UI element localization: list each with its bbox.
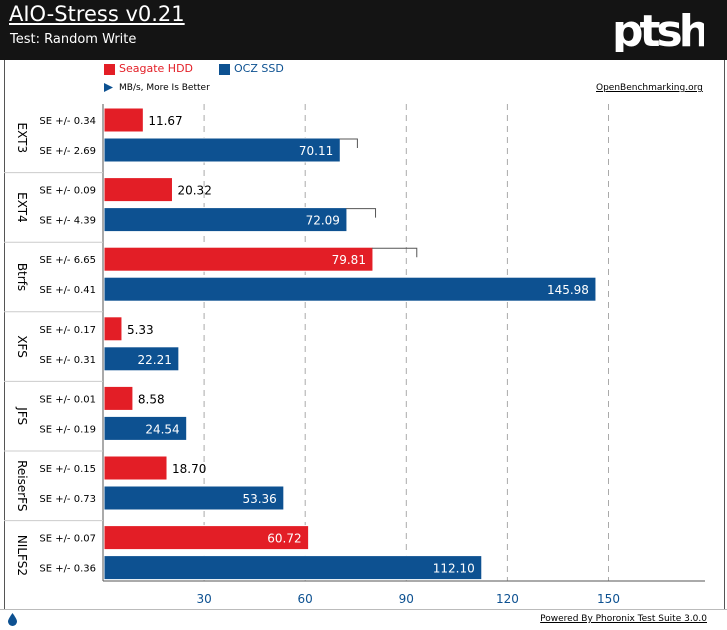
category-label: JFS <box>15 406 29 425</box>
bar <box>103 207 348 233</box>
legend-swatch-ocz <box>219 64 230 75</box>
value-label: 53.36 <box>242 492 276 506</box>
value-label: 11.67 <box>148 114 182 128</box>
value-label: 22.21 <box>137 353 171 367</box>
category-label: EXT4 <box>15 192 29 223</box>
se-label: SE +/- 0.17 <box>39 325 96 336</box>
se-label: SE +/- 0.73 <box>39 494 96 505</box>
value-label: 60.72 <box>267 532 301 546</box>
se-label: SE +/- 4.39 <box>39 216 96 227</box>
x-tick-label: 90 <box>399 592 414 606</box>
value-label: 5.33 <box>127 323 154 337</box>
bar <box>103 246 374 272</box>
value-label: 112.10 <box>433 562 475 576</box>
se-label: SE +/- 0.01 <box>39 394 96 405</box>
chart-subtitle: Test: Random Write <box>10 32 137 47</box>
pts-logo-text: ptsh <box>612 8 704 52</box>
error-bar <box>371 247 418 258</box>
value-label: 24.54 <box>145 422 179 436</box>
bar <box>103 455 168 481</box>
bar <box>103 316 123 342</box>
legend-label-ocz: OCZ SSD <box>234 62 284 75</box>
value-label: 18.70 <box>172 462 206 476</box>
value-label: 79.81 <box>332 253 366 267</box>
se-label: SE +/- 0.31 <box>39 355 96 366</box>
bar <box>103 525 310 551</box>
value-label: 20.32 <box>177 184 211 198</box>
error-bar <box>345 208 377 218</box>
bar <box>103 485 285 511</box>
se-label: SE +/- 0.36 <box>39 564 96 575</box>
bar <box>103 107 144 133</box>
value-label: 70.11 <box>299 144 333 158</box>
chart-title[interactable]: AIO-Stress v0.21 <box>9 2 185 26</box>
error-bar <box>339 138 358 148</box>
bar <box>103 276 597 302</box>
se-label: SE +/- 0.09 <box>39 186 96 197</box>
value-label: 145.98 <box>547 283 589 297</box>
chart-header: AIO-Stress v0.21 Test: Random Write ptsh <box>0 0 727 60</box>
category-label: XFS <box>15 335 29 358</box>
value-label: 72.09 <box>306 214 340 228</box>
unit-note: MB/s, More Is Better <box>119 83 210 93</box>
x-tick-label: 30 <box>196 592 211 606</box>
se-label: SE +/- 6.65 <box>39 255 96 266</box>
se-label: SE +/- 0.07 <box>39 534 96 545</box>
category-label: Btrfs <box>15 263 29 291</box>
se-label: SE +/- 0.19 <box>39 424 96 435</box>
direction-arrow-icon <box>104 83 113 92</box>
bar <box>103 385 134 411</box>
se-label: SE +/- 0.15 <box>39 464 96 475</box>
openbenchmarking-link[interactable]: OpenBenchmarking.org <box>596 83 703 93</box>
se-label: SE +/- 0.41 <box>39 285 96 296</box>
bar <box>103 177 173 203</box>
pts-drop-icon <box>8 613 17 626</box>
chart-footer: Powered By Phoronix Test Suite 3.0.0 <box>0 609 727 630</box>
category-label: EXT3 <box>15 123 29 154</box>
se-label: SE +/- 2.69 <box>39 146 96 157</box>
bar <box>103 346 180 372</box>
x-tick-label: 120 <box>496 592 519 606</box>
bar <box>103 415 188 441</box>
legend-label-seagate: Seagate HDD <box>119 62 194 75</box>
x-tick-label: 60 <box>298 592 313 606</box>
bar <box>103 555 483 581</box>
value-label: 8.58 <box>138 392 165 406</box>
legend-swatch-seagate <box>104 64 115 75</box>
category-label: NILFS2 <box>15 535 29 576</box>
powered-by-link[interactable]: Powered By Phoronix Test Suite 3.0.0 <box>540 614 707 624</box>
pts-logo: ptsh <box>612 6 711 60</box>
bar <box>103 137 341 163</box>
category-label: ReiserFS <box>15 460 29 511</box>
pts-logo-icon: ptsh <box>612 6 711 57</box>
x-tick-label: 150 <box>597 592 620 606</box>
se-label: SE +/- 0.34 <box>39 116 96 127</box>
